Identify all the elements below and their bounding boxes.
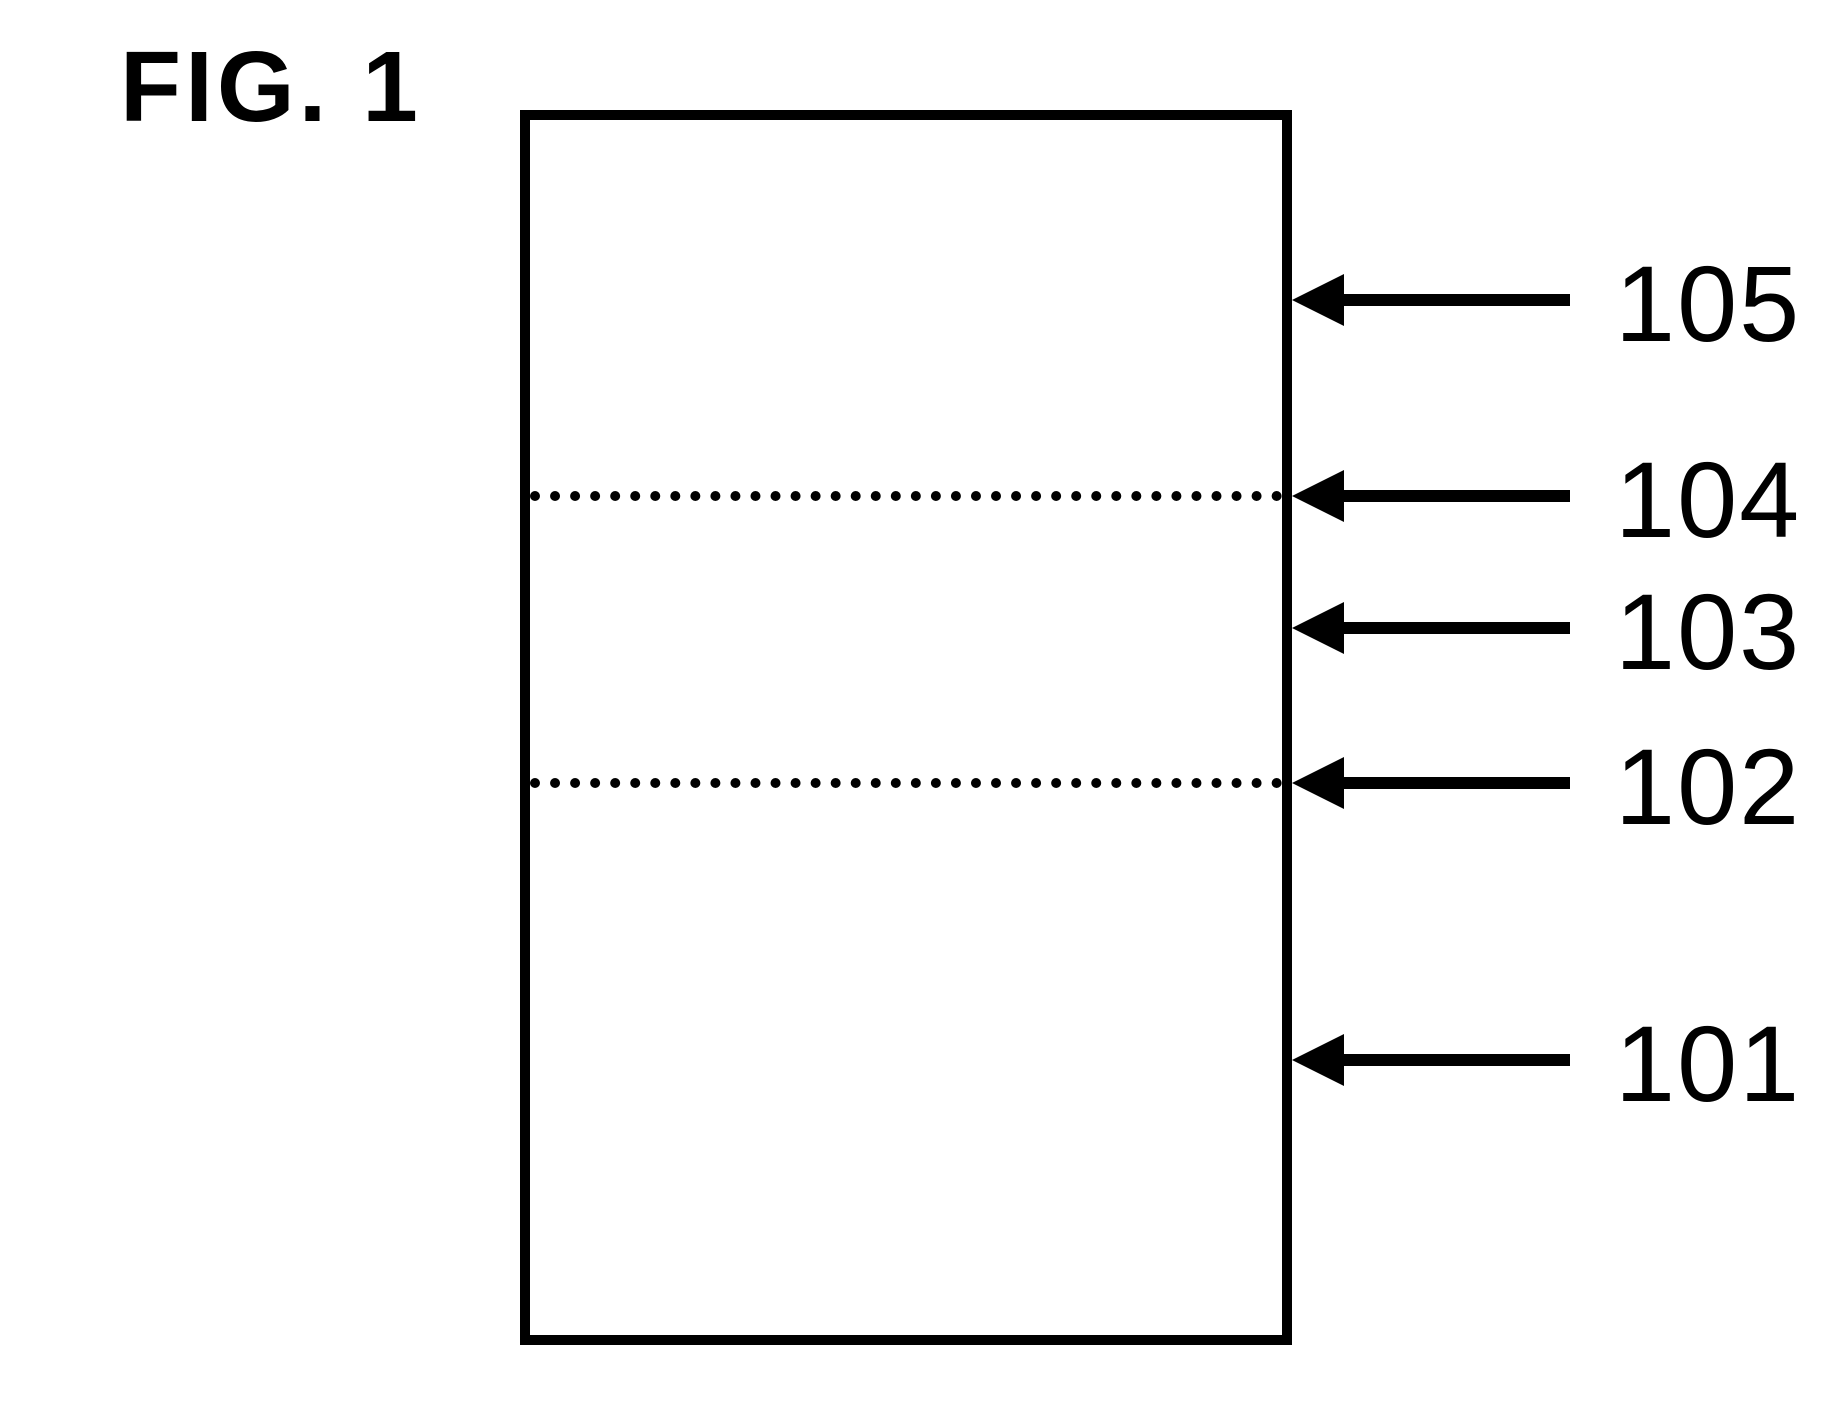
arrow-line-105	[1344, 294, 1570, 306]
label-104: 104	[1615, 437, 1801, 562]
diagram-box	[520, 110, 1292, 1345]
arrow-line-104	[1344, 490, 1570, 502]
label-103: 103	[1615, 569, 1801, 694]
label-105: 105	[1615, 241, 1801, 366]
arrow-head-101	[1292, 1034, 1344, 1086]
arrow-head-105	[1292, 274, 1344, 326]
figure-canvas: FIG. 1 105 104 103 102 101	[0, 0, 1847, 1415]
arrow-line-101	[1344, 1054, 1570, 1066]
arrow-line-103	[1344, 622, 1570, 634]
arrow-head-103	[1292, 602, 1344, 654]
arrow-line-102	[1344, 777, 1570, 789]
dotted-line-102	[530, 778, 1282, 788]
label-101: 101	[1615, 1001, 1801, 1126]
figure-title: FIG. 1	[120, 30, 422, 145]
dotted-line-104	[530, 491, 1282, 501]
arrow-head-104	[1292, 470, 1344, 522]
arrow-head-102	[1292, 757, 1344, 809]
label-102: 102	[1615, 724, 1801, 849]
